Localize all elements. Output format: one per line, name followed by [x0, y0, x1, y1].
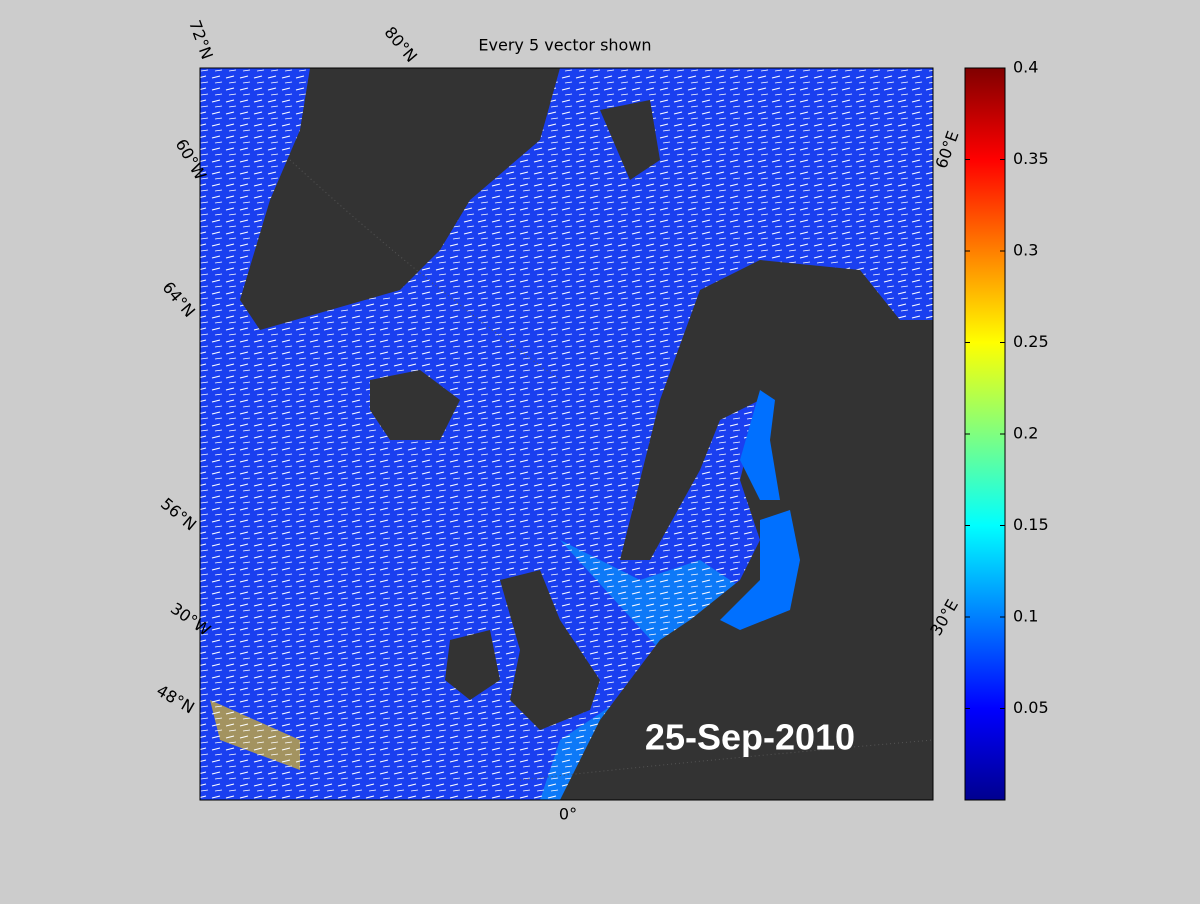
colorbar-tick-label: 0.25 [1013, 332, 1049, 351]
title: Every 5 vector shown [478, 36, 651, 55]
graticule-label: 72°N [185, 17, 217, 61]
colorbar-tick-label: 0.35 [1013, 149, 1049, 168]
graticule-label: 80°N [381, 23, 421, 66]
graticule [519, 739, 933, 781]
graticule-label: 0° [559, 805, 577, 824]
colorbar-tick-label: 0.05 [1013, 698, 1049, 717]
land [240, 68, 933, 800]
graticule-label: 56°N [157, 494, 200, 534]
map-frame [199, 67, 934, 801]
colorbar-tick-label: 0.2 [1013, 424, 1038, 443]
colorbar-ticks: 0.05 0.1 0.15 0.2 0.25 0.3 0.35 0.4 [965, 58, 1049, 717]
graticule-label: 48°N [153, 681, 197, 718]
graticule-label: 60°E [932, 128, 963, 171]
graticule-label: 64°N [159, 278, 199, 321]
colorbar-tick-label: 0.3 [1013, 241, 1038, 260]
colorbar-tick-label: 0.1 [1013, 607, 1038, 626]
gulf [740, 390, 780, 500]
colorbar-tick-label: 0.4 [1013, 58, 1038, 77]
date-label: 25-Sep-2010 [645, 717, 855, 758]
map [200, 68, 933, 800]
colorbar-tick-label: 0.15 [1013, 515, 1049, 534]
baltic [720, 510, 800, 630]
colorbar [964, 67, 1006, 801]
